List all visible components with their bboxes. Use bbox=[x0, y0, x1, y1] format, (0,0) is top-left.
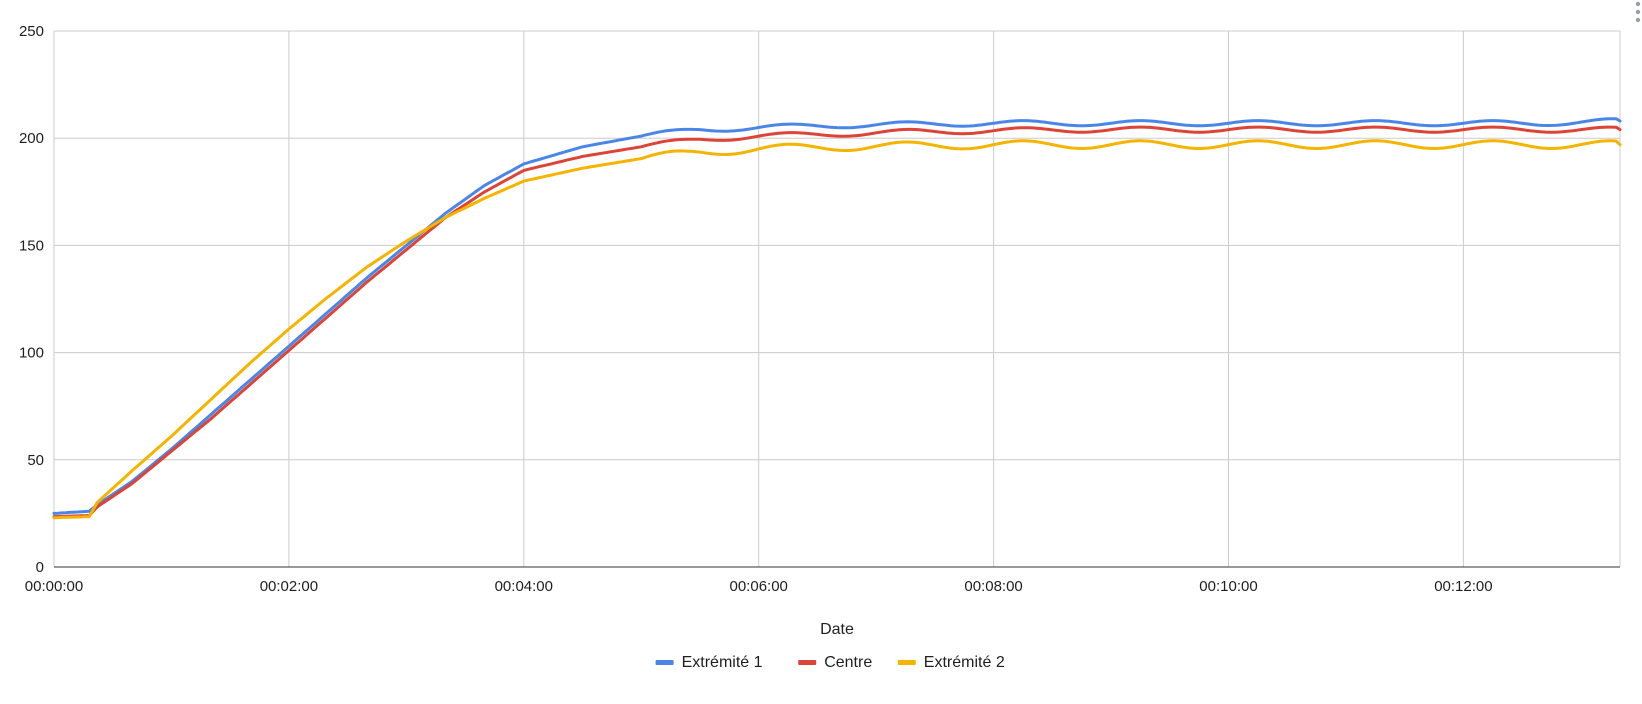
series-lines bbox=[52, 117, 1622, 520]
x-axis-ticks: 00:00:00 00:02:00 00:04:00 00:06:00 00:08:00… bbox=[25, 578, 1493, 595]
legend-swatch bbox=[655, 660, 674, 665]
y-tick-label: 150 bbox=[19, 237, 44, 254]
legend: Extrémité 1 Centre Extrémité 2 bbox=[655, 654, 1005, 671]
legend-item-3[interactable]: Extrémité 2 bbox=[897, 654, 1005, 671]
x-tick-label: 00:06:00 bbox=[730, 578, 788, 595]
x-tick-label: 00:10:00 bbox=[1199, 578, 1257, 595]
series-line-1 bbox=[52, 117, 1622, 515]
legend-label: Extrémité 1 bbox=[682, 654, 763, 671]
y-tick-label: 250 bbox=[19, 23, 44, 40]
legend-swatch bbox=[897, 660, 916, 665]
x-tick-label: 00:08:00 bbox=[964, 578, 1022, 595]
y-tick-label: 100 bbox=[19, 345, 44, 362]
x-tick-label: 00:00:00 bbox=[25, 578, 83, 595]
legend-label: Centre bbox=[824, 654, 872, 671]
series-line-3 bbox=[52, 139, 1622, 520]
series-line-2 bbox=[52, 125, 1622, 519]
x-tick-label: 00:04:00 bbox=[495, 578, 553, 595]
chart-menu-icon[interactable] bbox=[1635, 1, 1641, 23]
y-axis-ticks: 0 50 100 150 200 250 bbox=[19, 23, 44, 576]
legend-label: Extrémité 2 bbox=[924, 654, 1005, 671]
y-tick-label: 50 bbox=[27, 452, 44, 469]
x-tick-label: 00:02:00 bbox=[260, 578, 318, 595]
legend-item-1[interactable]: Extrémité 1 bbox=[655, 654, 763, 671]
x-tick-label: 00:12:00 bbox=[1434, 578, 1492, 595]
legend-swatch bbox=[798, 660, 817, 665]
x-axis-title: Date bbox=[820, 621, 854, 638]
grid bbox=[53, 30, 1621, 568]
y-tick-label: 200 bbox=[19, 130, 44, 147]
legend-item-2[interactable]: Centre bbox=[798, 654, 872, 671]
y-tick-label: 0 bbox=[36, 559, 44, 576]
